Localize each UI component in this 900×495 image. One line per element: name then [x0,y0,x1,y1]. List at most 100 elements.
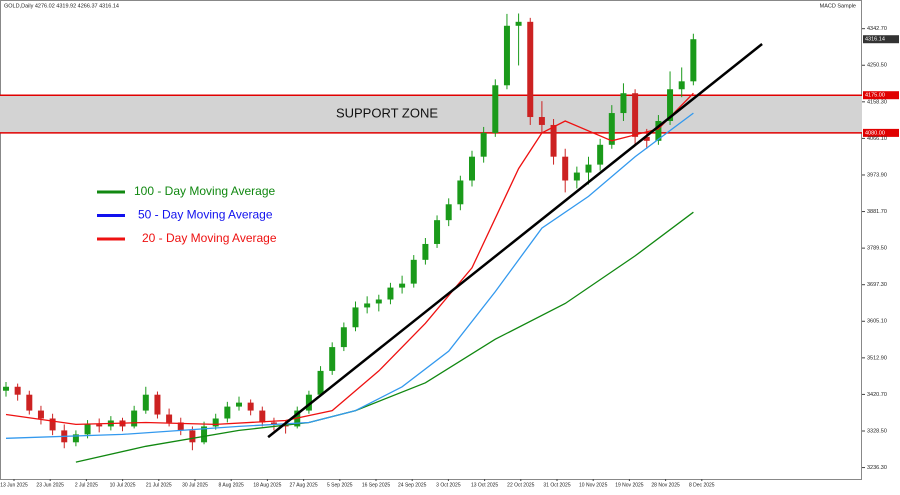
y-tick-label: 3512.90 [867,355,887,361]
candle-body [224,406,231,419]
candle-body [515,21,522,26]
y-tick-label: 4250.50 [867,63,887,69]
support-zone [0,95,862,133]
x-tick-label: 24 Sep 2025 [398,482,427,488]
candle-body [562,156,569,181]
y-tick-label: 3973.90 [867,172,887,178]
candle-body [247,402,254,411]
candle-body [189,430,196,443]
moving-average-line [5,92,694,426]
zone-price-label: 4175.00 [865,93,885,99]
candle-body [364,303,371,308]
y-tick-label: 3697.30 [867,282,887,288]
indicator-label: MACD Sample [820,3,856,9]
x-tick-label: 18 Aug 2025 [253,482,281,488]
x-tick-label: 22 Oct 2025 [507,482,534,488]
candle-body [201,426,208,443]
candle-body [538,117,545,125]
candle-body [678,81,685,90]
candle-body [667,89,674,121]
candle-body [14,386,21,395]
candle-body [131,410,138,427]
candle-body [492,85,499,133]
legend-label: 50 - Day Moving Average [138,208,273,222]
candle-body [550,124,557,157]
candle-body [410,259,417,284]
candle-body [236,402,242,407]
candle-body [317,370,324,395]
x-tick-label: 19 Nov 2025 [615,482,644,488]
x-tick-label: 13 Oct 2025 [471,482,498,488]
candle-body [422,243,429,260]
candle-body [632,93,639,137]
x-tick-label: 8 Dec 2025 [689,482,715,488]
zone-price-box [863,91,899,100]
candle-body [329,347,336,371]
candle-body [643,136,650,141]
candle-body [3,386,9,391]
candle-body [305,394,312,411]
candle-body [457,180,464,205]
legend-label: 100 - Day Moving Average [134,184,276,198]
candle-body [96,424,103,427]
y-tick-label: 3236.30 [867,465,887,471]
candle-body [503,25,510,86]
moving-average-line [5,112,694,439]
moving-average-line [75,211,694,463]
price-box [863,35,899,44]
y-tick-label: 3605.10 [867,319,887,325]
candle-body [608,113,615,145]
candle-body [49,418,56,431]
x-tick-label: 10 Nov 2025 [579,482,608,488]
candle-body [597,144,604,165]
y-tick-label: 4066.10 [867,136,887,142]
trendline [267,43,763,439]
x-tick-label: 21 Jul 2025 [146,482,172,488]
x-tick-label: 30 Jul 2025 [182,482,208,488]
candle-body [154,394,161,415]
zone-price-label: 4080.00 [865,130,885,136]
x-tick-label: 16 Sep 2025 [362,482,391,488]
candle-body [399,283,406,288]
header: GOLD,Daily 4276.02 4319.92 4266.37 4316.… [4,3,119,9]
legend-label: 20 - Day Moving Average [142,231,277,245]
candle-body [480,132,487,157]
candle-body [655,120,662,141]
candle-body [690,39,697,82]
candle-body [177,422,184,431]
current-price-label: 4316.14 [865,37,885,43]
y-tick-label: 3789.50 [867,246,887,252]
x-tick-label: 5 Sep 2025 [327,482,353,488]
y-tick-label: 4342.70 [867,26,887,32]
y-tick-label: 3328.50 [867,428,887,434]
x-tick-label: 10 Jul 2025 [110,482,136,488]
zone-price-box [863,128,899,137]
candle-body [340,327,347,348]
y-tick-label: 3420.70 [867,392,887,398]
candle-body [445,204,452,221]
x-tick-label: 3 Oct 2025 [436,482,461,488]
candle-body [259,410,266,423]
candle-body [166,414,173,423]
candle-body [434,220,441,244]
candle-body [585,164,592,173]
candle-body [270,422,277,425]
zone-label: SUPPORT ZONE [336,105,438,120]
candle-body [26,394,33,411]
candle-body [84,424,91,435]
x-tick-label: 28 Nov 2025 [651,482,680,488]
y-tick-label: 4158.30 [867,99,887,105]
candle-body [72,434,79,443]
candle-body [527,21,534,118]
x-tick-label: 27 Aug 2025 [290,482,318,488]
candle-body [387,287,394,300]
x-tick-label: 31 Oct 2025 [543,482,570,488]
candle-body [469,156,475,181]
x-tick-label: 23 Jun 2025 [36,482,64,488]
x-tick-label: 13 Jun 2025 [0,482,28,488]
candle-body [375,299,382,304]
candle-body [573,172,580,181]
